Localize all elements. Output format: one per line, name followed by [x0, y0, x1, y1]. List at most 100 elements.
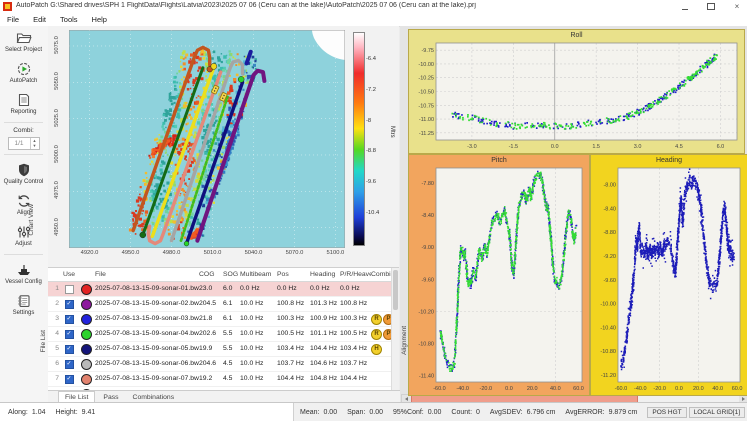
sog-value: 5.5: [223, 330, 233, 337]
sidebar-item-align[interactable]: Align: [0, 189, 47, 220]
file-name: 2025-07-08-13-15-09-sonar-03.bwraw: [95, 315, 199, 322]
use-cell: ✓: [61, 297, 77, 311]
table-row[interactable]: 5 ✓ 2025-07-08-13-15-09-sonar-05.bwraw 19.9…: [48, 342, 399, 357]
heading-value: 104.6 Hz: [310, 360, 338, 367]
svg-text:0.0: 0.0: [551, 144, 559, 150]
svg-text:-9.60: -9.60: [421, 277, 434, 283]
pitch-plot[interactable]: -7.80 -8.40 -9.00 -9.60 -10.20 -10.80 -11.40 -6…: [409, 166, 587, 393]
file-list-scrollbar[interactable]: [391, 268, 399, 390]
pos-value: 0.0 Hz: [277, 285, 297, 292]
line-navy: [184, 80, 245, 246]
status-field: Mean: 0.00: [300, 409, 337, 416]
sidebar-item-autopatch[interactable]: AutoPatch: [0, 57, 47, 88]
table-row[interactable]: 7 ✓ 2025-07-08-13-15-09-sonar-07.bwraw 19.2…: [48, 372, 399, 387]
colorbar-tick: -8: [366, 117, 372, 124]
prheave-value: 0.0 Hz: [340, 285, 360, 292]
heading-value: 104.4 Hz: [310, 345, 338, 352]
status-field: AvgSDEV: 6.796 cm: [490, 409, 555, 416]
tab-combinations[interactable]: Combinations: [132, 393, 175, 401]
status-value: 9.879 cm: [608, 408, 638, 416]
sidebar-item-settings[interactable]: Settings: [0, 289, 47, 320]
bathymetry-map[interactable]: [69, 30, 345, 248]
track-endpoint-dot: [183, 240, 190, 247]
file-list-tabs: File List Pass Combinations: [48, 390, 409, 403]
map-x-tick: 4950.0: [121, 250, 140, 256]
sog-value: 6.1: [223, 315, 233, 322]
row-number: 3: [55, 315, 59, 322]
use-checkbox[interactable]: ✓: [64, 374, 74, 384]
combi-stepper[interactable]: 1/1 ▲ ▼: [7, 137, 40, 150]
scroll-right-arrow[interactable]: [739, 395, 747, 403]
use-checkbox[interactable]: ✓: [64, 314, 74, 324]
status-field: Span: 0.00: [347, 409, 383, 416]
use-checkbox[interactable]: ✓: [64, 329, 74, 339]
sidebar-item-quality-control[interactable]: Quality Control: [0, 158, 47, 189]
roll-plot[interactable]: -9.75 -10.00 -10.25 -10.50 -10.75 -11.00 -11.2…: [409, 41, 742, 151]
table-row[interactable]: 3 ✓ 2025-07-08-13-15-09-sonar-03.bwraw 21.8…: [48, 312, 399, 327]
sog-value: 6.0: [223, 285, 233, 292]
menu-tools[interactable]: Tools: [60, 15, 78, 24]
column-header: [77, 268, 95, 281]
use-checkbox[interactable]: ✓: [64, 389, 74, 390]
table-row[interactable]: 2 ✓ 2025-07-08-13-15-09-sonar-02.bwraw 204.…: [48, 297, 399, 312]
sidebar-item-reporting[interactable]: Reporting: [0, 88, 47, 119]
table-row[interactable]: 6 ✓ 2025-07-08-13-15-09-sonar-06.bwraw 204.…: [48, 357, 399, 372]
colorbar-tick: -10.4: [366, 209, 380, 216]
use-cell: ✓: [61, 312, 77, 326]
sidebar-item-select-project[interactable]: Select Project: [0, 26, 47, 57]
minimize-button[interactable]: [679, 2, 691, 12]
svg-text:-9.75: -9.75: [421, 48, 434, 54]
colorbar-tick: -9.6: [366, 179, 376, 186]
svg-text:1.5: 1.5: [592, 144, 600, 150]
ship-icon: [16, 262, 32, 278]
cog-value: 202.6: [199, 330, 217, 337]
sidebar-item-label: Adjust: [15, 241, 32, 247]
menu-help[interactable]: Help: [91, 15, 107, 24]
use-checkbox[interactable]: ✓: [64, 299, 74, 309]
scroll-left-arrow[interactable]: [402, 395, 411, 403]
tab-chart-view[interactable]: Chart View: [28, 204, 35, 236]
use-checkbox[interactable]: [64, 284, 74, 294]
colorbar-tick: -8.8: [366, 148, 376, 155]
column-header: SOG: [223, 271, 239, 278]
vehicle-marker: [211, 84, 220, 95]
column-header: COG: [199, 271, 215, 278]
heading-plot[interactable]: -8.00 -8.40 -8.80 -9.20 -9.60 -10.00 -10.40 -10…: [591, 166, 745, 393]
sog-value: 5.5: [223, 345, 233, 352]
folder-icon: [16, 30, 32, 46]
line-blue-blob: [244, 49, 253, 66]
map-x-tick: 5040.0: [244, 250, 263, 256]
sidebar-item-adjust[interactable]: Adjust: [0, 220, 47, 251]
tab-pass[interactable]: Pass: [103, 393, 119, 401]
sidebar-item-vessel-config[interactable]: Vessel Config: [0, 258, 47, 289]
table-row[interactable]: 1 2025-07-08-13-15-09-sonar-01.bwraw 23.0 6…: [48, 282, 399, 297]
status-label: 95%Conf:: [393, 408, 424, 416]
menu-edit[interactable]: Edit: [33, 15, 47, 24]
tab-file-list[interactable]: File List: [58, 391, 96, 403]
svg-text:-10.50: -10.50: [418, 90, 434, 96]
line-orange: [131, 45, 212, 233]
tab-file-list-vertical[interactable]: File List: [40, 330, 47, 353]
use-checkbox[interactable]: ✓: [64, 359, 74, 369]
maximize-button[interactable]: [705, 2, 717, 12]
menu-file[interactable]: File: [7, 15, 20, 24]
line-yellow: [150, 66, 216, 239]
file-name: 2025-07-08-13-15-09-sonar-05.bwraw: [95, 345, 199, 352]
row-number: 2: [55, 300, 59, 307]
combi-stepper-arrows[interactable]: ▲ ▼: [29, 138, 39, 149]
track-endpoint-dot: [210, 63, 218, 70]
tab-alignment[interactable]: Alignment: [401, 326, 408, 355]
row-number: 6: [55, 360, 59, 367]
line-color-dot: [80, 358, 92, 370]
table-row[interactable]: 4 ✓ 2025-07-08-13-15-09-sonar-04.bwraw 202.…: [48, 327, 399, 342]
heading-value: 0.0 Hz: [310, 285, 330, 292]
use-checkbox[interactable]: ✓: [64, 344, 74, 354]
sog-value: 6.1: [223, 300, 233, 307]
svg-text:-40.0: -40.0: [634, 386, 647, 392]
close-button[interactable]: ×: [734, 2, 740, 11]
svg-text:-8.00: -8.00: [603, 183, 616, 189]
table-row[interactable]: 8✓2025-07-08-13-15-09-sonar-08.bwraw205.…: [48, 387, 399, 390]
combi-value: 1/1: [14, 140, 24, 147]
svg-text:-9.00: -9.00: [421, 245, 434, 251]
heading-value: 100.9 Hz: [310, 315, 338, 322]
